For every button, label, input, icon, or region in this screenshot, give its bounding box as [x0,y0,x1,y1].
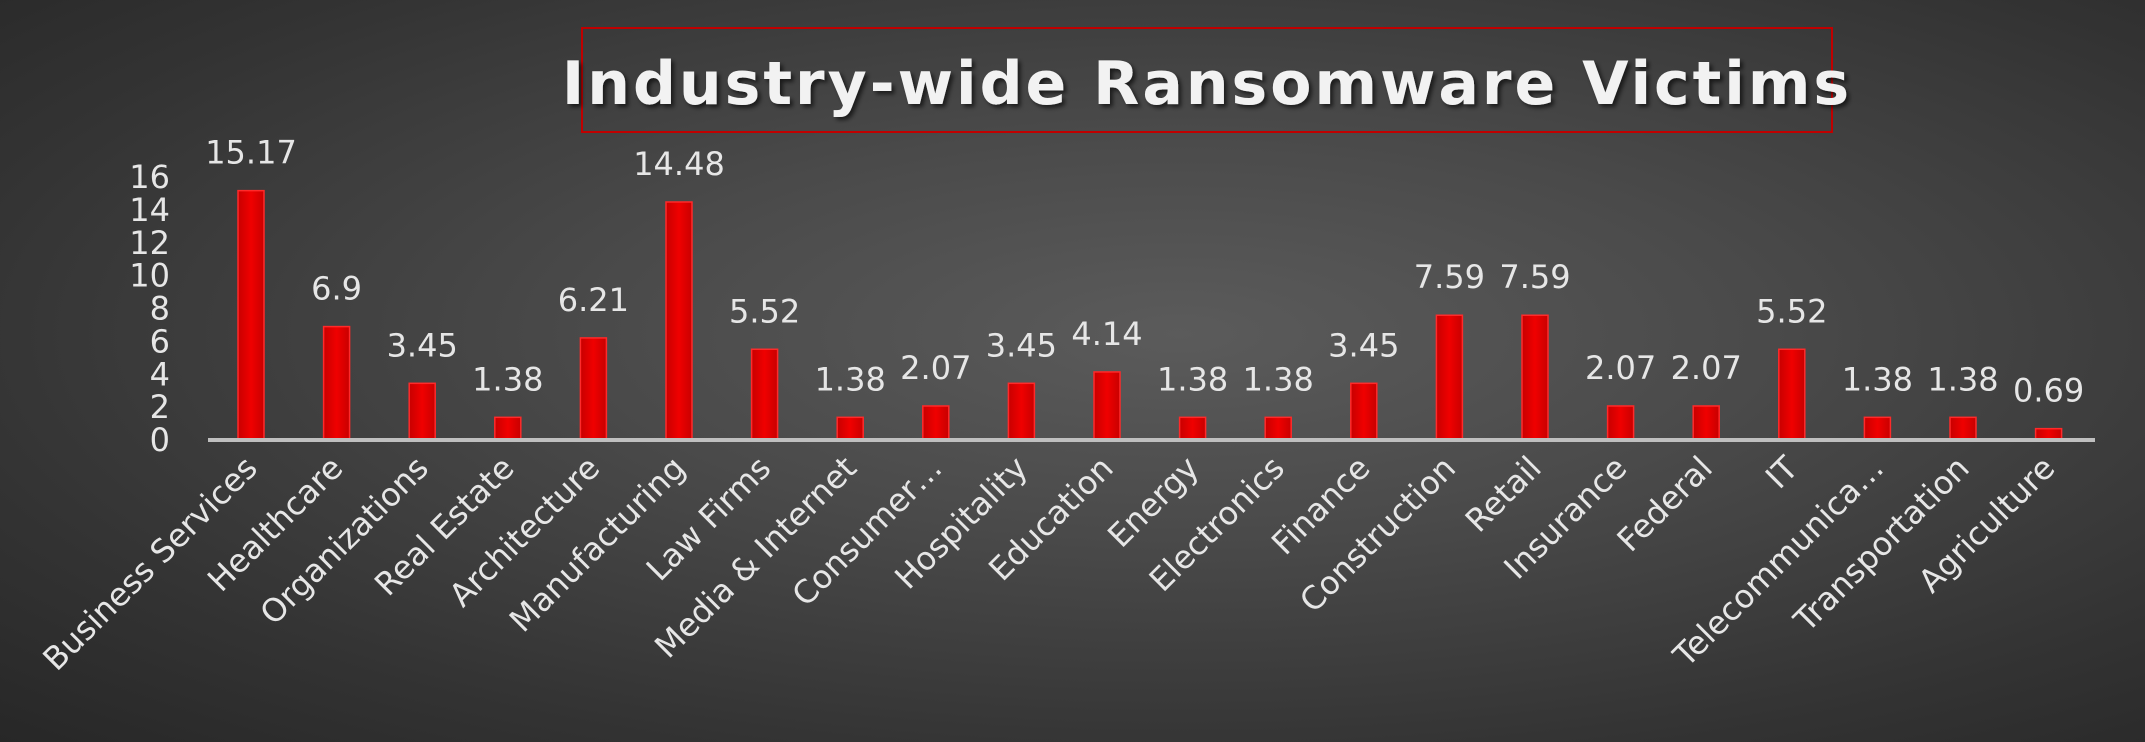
bar [836,416,864,441]
data-label: 1.38 [1927,360,1998,398]
bar [237,189,265,441]
data-label: 2.07 [1585,349,1656,387]
chart-title-box [581,27,1833,133]
chart-title: Industry-wide Ransomware Victims [562,49,1852,119]
data-label: 6.21 [558,281,629,319]
data-label: 3.45 [1328,326,1399,364]
bar [408,382,436,441]
bar [1178,416,1207,441]
data-label: 7.59 [1414,258,1485,296]
bar [1692,405,1720,441]
data-label: 6.9 [311,270,362,308]
bar [1521,314,1549,441]
bar [1093,371,1121,441]
data-label: 3.45 [986,326,1057,364]
y-tick-label: 12 [129,224,170,262]
y-tick-label: 14 [129,191,170,229]
y-tick-label: 16 [129,158,170,196]
x-tick-label: IT [1758,448,1806,496]
bar [1949,416,1977,441]
y-tick-label: 4 [150,355,170,393]
y-tick-label: 10 [129,257,170,295]
bar [665,201,693,441]
data-label: 2.07 [900,349,971,387]
bar [1778,348,1806,441]
bar [922,405,950,441]
data-labels: 15.17 6.9 3.45 1.38 6.21 14.48 5.52 1.38 2.07 3.4… [205,134,2084,410]
data-label: 5.52 [729,292,800,330]
x-axis: Business ServicesHealthcareOrganizations… [35,448,2062,678]
y-tick-label: 2 [150,388,170,426]
y-tick-label: 8 [150,290,170,328]
bar [322,325,351,441]
data-label: 4.14 [1071,315,1142,353]
bar-series [237,189,2063,441]
data-label: 1.38 [815,360,886,398]
bar [494,416,522,441]
data-label: 1.38 [1842,360,1913,398]
bar [1435,314,1464,441]
x-tick-label: Federal [1610,449,1720,559]
bar [579,337,608,441]
bar [1007,382,1036,441]
data-label: 7.59 [1499,258,1570,296]
data-label: 5.52 [1756,292,1827,330]
data-label: 2.07 [1671,349,1742,387]
bar [1350,382,1378,441]
data-label: 3.45 [387,326,458,364]
data-label: 0.69 [2013,372,2084,410]
data-label: 1.38 [1157,360,1228,398]
bar [1863,416,1892,441]
bar [1606,405,1635,441]
data-label: 1.38 [1243,360,1314,398]
data-label: 1.38 [472,360,543,398]
data-label: 14.48 [633,145,725,183]
y-tick-label: 6 [150,322,170,360]
bar [1264,416,1292,441]
bar [750,348,779,441]
data-label: 15.17 [205,134,297,172]
y-tick-label: 0 [150,421,170,459]
